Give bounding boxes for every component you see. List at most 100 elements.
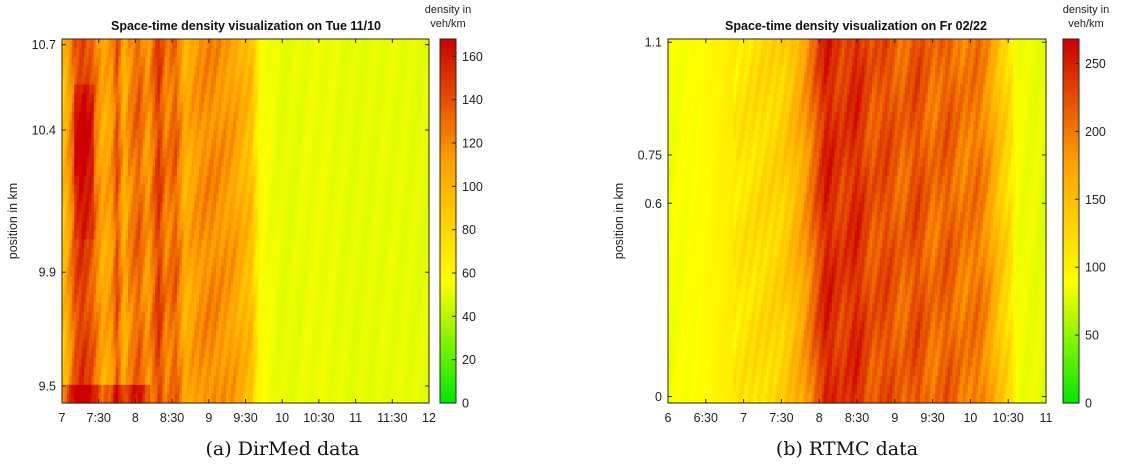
heatmap-cell	[250, 357, 254, 368]
heatmap-cell	[147, 384, 151, 395]
heatmap-cell	[62, 184, 66, 195]
heatmap-cell	[74, 330, 78, 340]
heatmap-cell	[88, 348, 92, 359]
heatmap-cell	[128, 339, 132, 349]
heatmap-cell	[172, 157, 176, 167]
heatmap-cell	[118, 193, 122, 204]
heatmap-cell	[71, 166, 75, 177]
heatmap-cell	[169, 330, 173, 340]
heatmap-cell	[250, 321, 254, 331]
heatmap-cell	[152, 130, 156, 140]
heatmap-cell	[247, 330, 251, 340]
heatmap-cell	[103, 139, 107, 149]
heatmap-cell	[62, 275, 66, 286]
heatmap-cell	[88, 312, 92, 322]
heatmap-cell	[66, 130, 70, 140]
heatmap-cell	[152, 302, 156, 313]
heatmap-cell	[223, 193, 227, 204]
heatmap-cell	[223, 321, 227, 331]
chart-dirmed: Space-time density visualization on Tue …	[6, 4, 483, 425]
heatmap-cell	[221, 84, 225, 95]
heatmap-cell	[201, 175, 205, 186]
heatmap-cell	[152, 230, 156, 240]
heatmap-cell	[159, 366, 163, 377]
heatmap-cell	[225, 130, 229, 140]
heatmap-cell	[101, 93, 105, 104]
heatmap-cell	[164, 39, 168, 49]
heatmap-cell	[169, 184, 173, 195]
heatmap-cell	[120, 139, 124, 149]
heatmap-cell	[128, 175, 132, 186]
heatmap-cell	[172, 75, 176, 86]
heatmap-cell	[64, 175, 68, 186]
heatmap-cell	[225, 384, 229, 395]
heatmap-cell	[147, 257, 151, 268]
heatmap-cell	[221, 102, 225, 113]
heatmap-cell	[201, 393, 205, 404]
heatmap-cell	[164, 312, 168, 322]
heatmap-cell	[240, 102, 244, 113]
heatmap-cell	[150, 39, 154, 49]
heatmap-cell	[196, 75, 200, 86]
heatmap-cell	[142, 48, 146, 58]
heatmap-cell	[181, 84, 185, 95]
heatmap-cell	[167, 48, 171, 58]
heatmap-cell	[225, 330, 229, 340]
heatmap-cell	[64, 321, 68, 331]
heatmap-cell	[167, 102, 171, 113]
heatmap-cell	[194, 139, 198, 149]
heatmap-cell	[106, 366, 110, 377]
heatmap-cell	[176, 293, 181, 304]
heatmap-cell	[66, 93, 70, 104]
heatmap-cell	[167, 75, 171, 86]
heatmap-cell	[135, 384, 139, 395]
heatmap-cell	[240, 257, 244, 268]
heatmap-cell	[76, 348, 80, 359]
heatmap-cell	[228, 175, 232, 186]
heatmap-cell	[247, 148, 251, 158]
heatmap-cell	[137, 357, 141, 368]
heatmap-cell	[71, 339, 75, 349]
heatmap-cell	[257, 102, 261, 113]
heatmap-cell	[189, 275, 193, 286]
heatmap-cell	[113, 248, 117, 258]
heatmap-cell	[113, 111, 117, 122]
heatmap-cell	[164, 384, 168, 395]
heatmap-cell	[260, 102, 264, 113]
heatmap-cell	[230, 257, 234, 268]
heatmap-cell	[221, 284, 225, 295]
heatmap-cell	[103, 230, 107, 240]
heatmap-cell	[162, 375, 166, 386]
heatmap-cell	[172, 321, 176, 331]
heatmap-cell	[132, 266, 136, 277]
heatmap-cell	[174, 248, 178, 258]
heatmap-cell	[179, 330, 183, 340]
heatmap-cell	[157, 75, 161, 86]
heatmap-cell	[64, 375, 68, 386]
heatmap-cell	[211, 330, 215, 340]
heatmap-cell	[199, 39, 203, 49]
heatmap-cell	[225, 66, 229, 76]
heatmap-cell	[106, 312, 110, 322]
heatmap-cell	[221, 57, 225, 67]
heatmap-cell	[103, 157, 107, 167]
heatmap-cell	[137, 339, 141, 349]
heatmap-cell	[96, 130, 100, 140]
heatmap-cell	[159, 111, 163, 122]
heatmap-cell	[201, 284, 205, 295]
heatmap-cell	[145, 266, 149, 277]
heatmap-cell	[235, 184, 239, 195]
heatmap-cell	[250, 275, 254, 286]
heatmap-cell	[184, 102, 188, 113]
heatmap-cell	[152, 139, 156, 149]
heatmap-cell	[201, 111, 205, 122]
heatmap-cell	[255, 66, 259, 76]
heatmap-cell	[135, 120, 139, 131]
heatmap-cell	[181, 75, 185, 86]
heatmap-cell	[223, 184, 227, 195]
heatmap-cell	[98, 284, 102, 295]
heatmap-cell	[245, 284, 249, 295]
heatmap-cell	[98, 57, 102, 67]
heatmap-cell	[203, 312, 207, 322]
heatmap-cell	[235, 166, 239, 177]
